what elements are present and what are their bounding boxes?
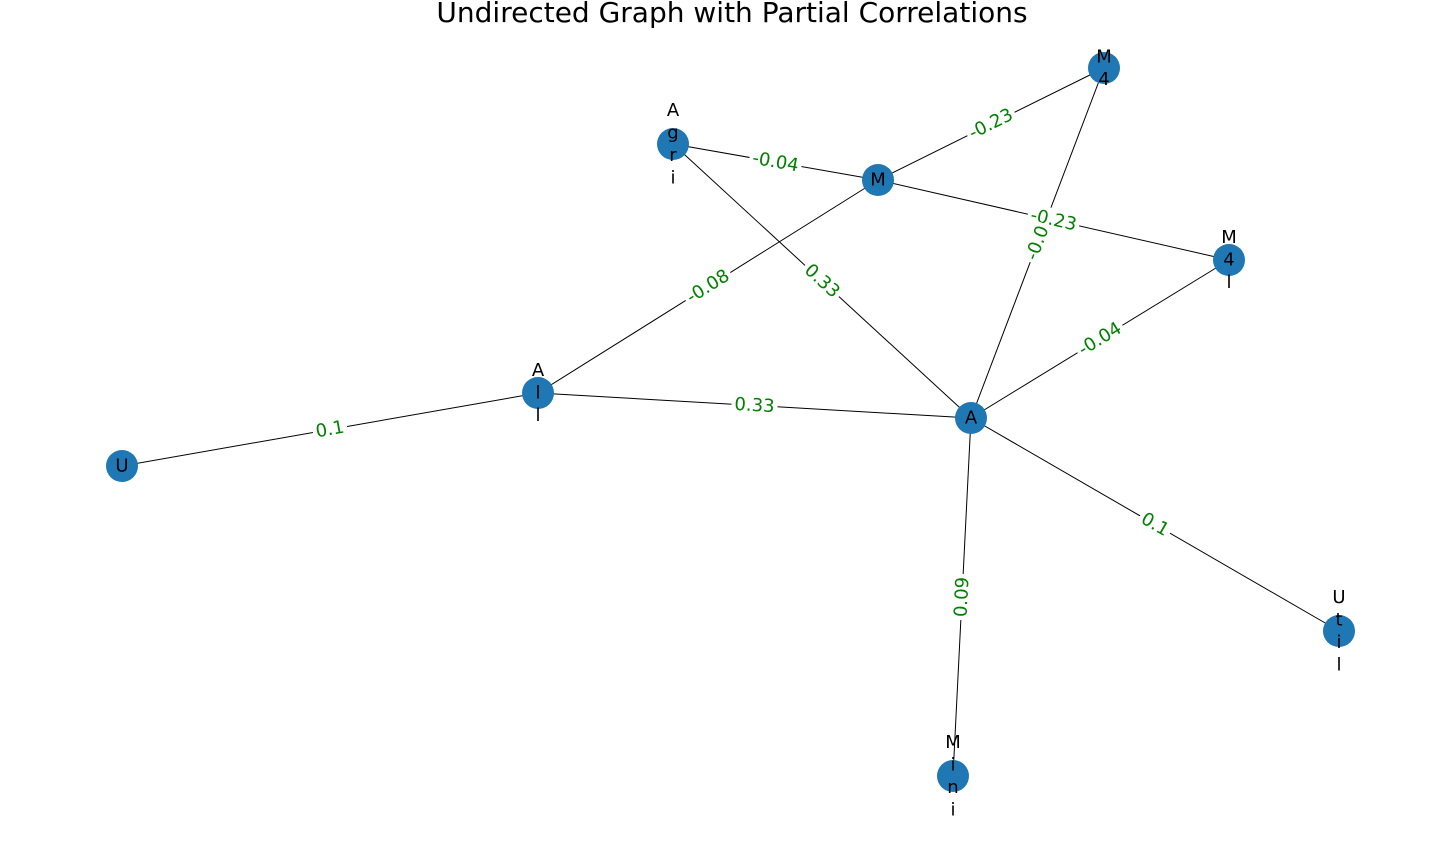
node-Util [1323, 615, 1355, 647]
edge-label-group: -0.08 [679, 262, 737, 311]
node-U [106, 450, 138, 482]
edge-label-background [310, 415, 350, 444]
edge-label-background [679, 262, 737, 311]
node-label-A: A [965, 408, 978, 429]
edge-label: -0.04 [1075, 318, 1126, 360]
edge-label: 0.33 [734, 394, 775, 417]
edge-label-background [962, 102, 1020, 146]
edge-label-background [1071, 315, 1129, 363]
edge-label-background [730, 392, 779, 419]
node-A [955, 402, 987, 434]
edge-label: -0.04 [751, 148, 801, 177]
edge-label: -0.23 [965, 104, 1016, 143]
node-labels-layer: M 4 A g r i M M 4 l A l l A U U t i l M i n i [115, 46, 1345, 820]
graph-title: Undirected Graph with Partial Correlatio… [436, 0, 1027, 29]
edge-label-group: 0.09 [949, 573, 975, 621]
edge-label-background [1019, 219, 1056, 267]
edge-label-background [747, 146, 804, 178]
node-Mini [937, 760, 969, 792]
edge-label-group: 0.33 [797, 256, 847, 306]
edges-layer [121, 67, 1340, 777]
edge-label-background [949, 573, 975, 621]
node-label-M: M [870, 170, 886, 191]
edge-label-background [797, 256, 847, 306]
edge-labels-layer: 0.10.33-0.08-0.040.33-0.23-0.23-0.0-0.04… [310, 102, 1176, 621]
node-label-U: U [115, 456, 128, 477]
node-All [522, 377, 554, 409]
edge-label-background [1134, 505, 1176, 544]
edge-label: -0.08 [683, 265, 734, 308]
edge-label-group: 0.33 [730, 392, 779, 419]
edge-label-group: -0.0 [1019, 219, 1056, 267]
edge-label-group: -0.04 [747, 146, 804, 178]
nodes-layer [106, 52, 1355, 792]
edge-label: 0.09 [951, 576, 974, 617]
node-Agri [657, 128, 689, 160]
edge-label-group: 0.1 [310, 415, 350, 444]
edge-label-group: -0.23 [962, 102, 1020, 146]
edge-label-group: -0.04 [1071, 315, 1129, 363]
node-M [862, 164, 894, 196]
edge-label-group: 0.1 [1134, 505, 1176, 544]
node-M4l [1213, 244, 1245, 276]
edge-label: 0.1 [314, 417, 346, 443]
node-M4 [1088, 52, 1120, 84]
